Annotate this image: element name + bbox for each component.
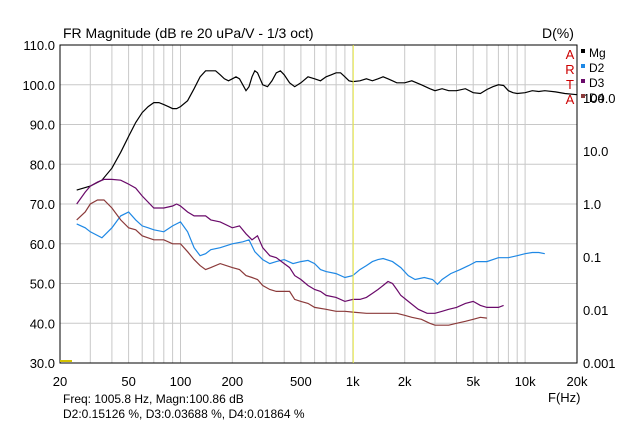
x-tick-label: 1k xyxy=(346,374,360,389)
y-right-tick-labels: 100.0 10.0 1.0 0.1 0.01 0.001 xyxy=(583,91,616,371)
y-left-tick-label: 30.0 xyxy=(30,356,55,371)
chart-title: FR Magnitude (dB re 20 uPa/V - 1/3 oct) xyxy=(63,25,314,41)
series-layer xyxy=(76,69,578,326)
arta-letter: A xyxy=(566,47,575,62)
legend-swatch-d2 xyxy=(581,64,585,68)
y-left-tick-labels: 110.0 100.0 90.0 80.0 70.0 60.0 50.0 40.0 30.0 xyxy=(22,38,55,371)
x-tick-label: 200 xyxy=(221,374,243,389)
readout-line-2: D2:0.15126 %, D3:0.03688 %, D4:0.01864 % xyxy=(63,407,305,421)
arta-letter: R xyxy=(565,62,574,77)
legend-swatch-d4 xyxy=(581,94,585,98)
y-left-tick-label: 90.0 xyxy=(30,118,55,133)
x-tick-label: 100 xyxy=(170,374,192,389)
series-line-d2 xyxy=(76,211,545,286)
y-right-tick-label: 10.0 xyxy=(583,144,608,159)
x-tick-label: 20 xyxy=(53,374,67,389)
x-axis-label: F(Hz) xyxy=(548,390,581,405)
y-right-tick-label: 1.0 xyxy=(583,197,601,212)
plot-frame xyxy=(59,44,578,364)
legend-label-d4: D4 xyxy=(589,91,605,105)
x-tick-label: 500 xyxy=(290,374,312,389)
readout-line-1: Freq: 1005.8 Hz, Magn:100.86 dB xyxy=(63,392,244,406)
y-right-tick-label: 0.001 xyxy=(583,356,616,371)
legend-label-d2: D2 xyxy=(589,61,605,75)
x-tick-labels: 20 50 100 200 500 1k 2k 5k 10k 20k xyxy=(53,374,588,389)
y-left-tick-label: 60.0 xyxy=(30,237,55,252)
y-left-tick-label: 40.0 xyxy=(30,316,55,331)
x-tick-label: 20k xyxy=(567,374,588,389)
series-line-d4 xyxy=(76,199,487,326)
series-line-d3 xyxy=(76,178,504,314)
x-tick-label: 50 xyxy=(121,374,135,389)
y-left-tick-label: 80.0 xyxy=(30,157,55,172)
y-left-tick-label: 110.0 xyxy=(23,38,55,53)
legend-swatch-d3 xyxy=(581,79,585,83)
legend-label-mg: Mg xyxy=(589,46,606,60)
series-line-mg xyxy=(76,69,578,191)
legend-swatch-mg xyxy=(581,49,585,53)
arta-letter: T xyxy=(566,77,574,92)
arta-letter: A xyxy=(566,92,575,107)
y-right-tick-label: 0.01 xyxy=(583,303,608,318)
y-right-tick-label: 100.0 xyxy=(583,91,616,106)
x-tick-label: 5k xyxy=(466,374,480,389)
y-left-tick-label: 50.0 xyxy=(30,277,55,292)
y-right-tick-label: 0.1 xyxy=(583,250,601,265)
y-left-tick-label: 70.0 xyxy=(30,197,55,212)
x-tick-label: 2k xyxy=(398,374,412,389)
right-axis-title: D(%) xyxy=(542,25,574,41)
legend-label-d3: D3 xyxy=(589,76,605,90)
y-left-tick-label: 100.0 xyxy=(22,78,55,93)
x-tick-label: 10k xyxy=(515,374,536,389)
